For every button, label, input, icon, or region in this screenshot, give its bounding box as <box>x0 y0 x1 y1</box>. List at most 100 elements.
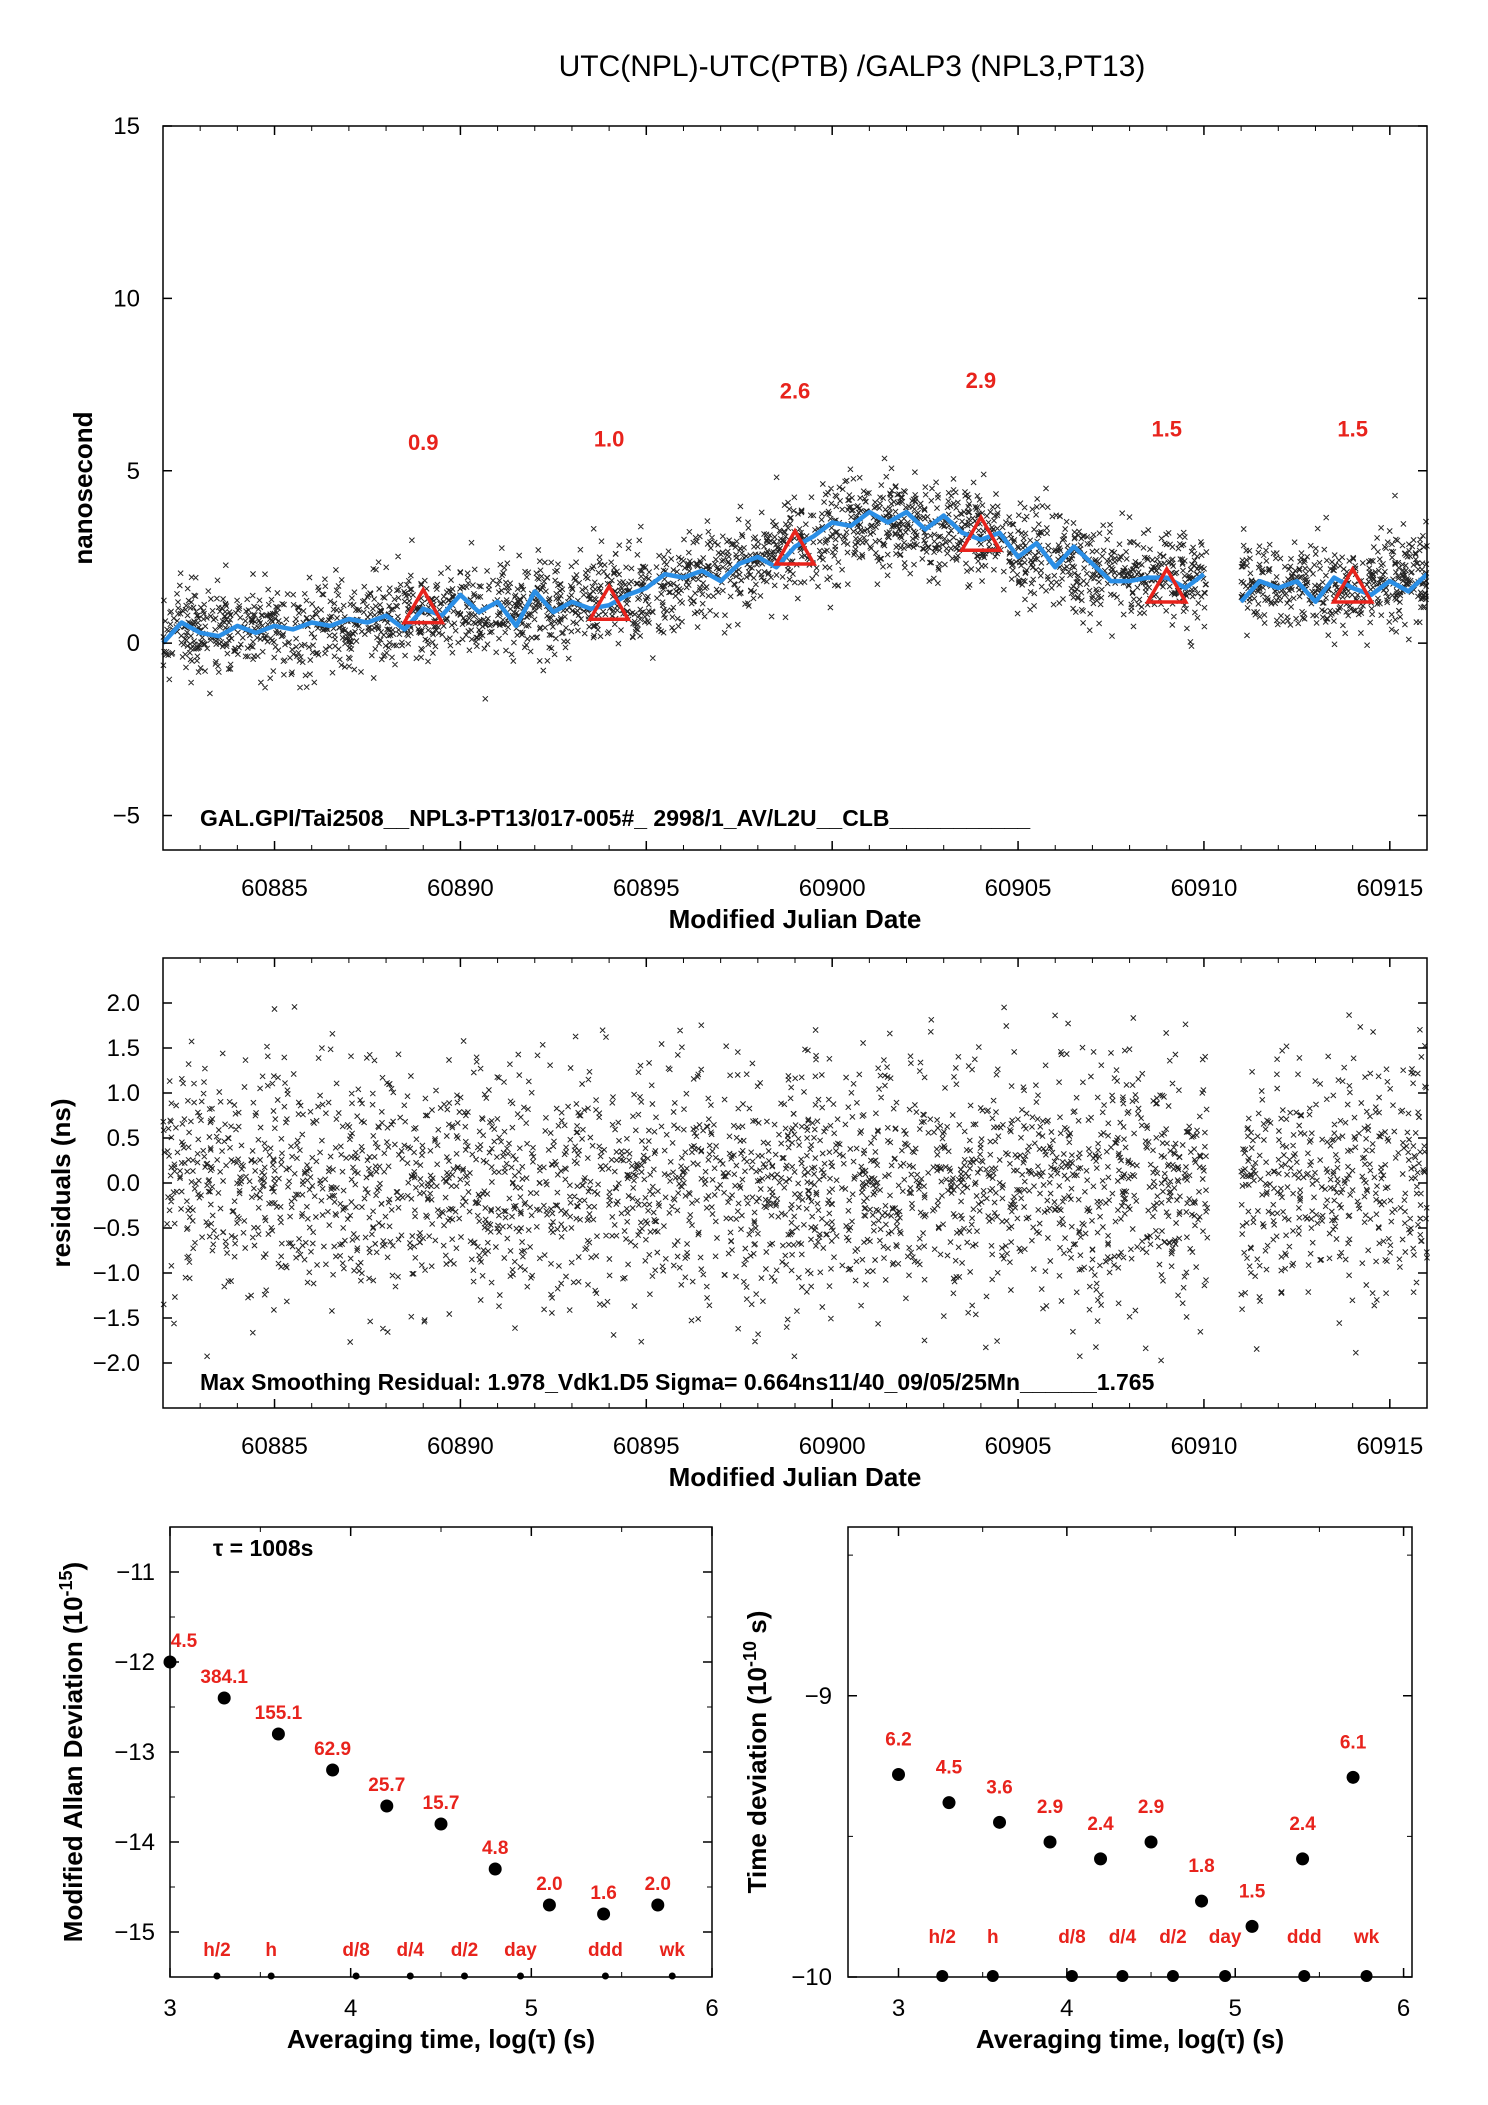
reference-marker <box>213 1972 221 1980</box>
reference-marker <box>516 1972 524 1980</box>
x-tick-label: 60895 <box>613 1433 680 1460</box>
x-tick-label: 5 <box>525 1995 538 2022</box>
residual-annotation: Max Smoothing Residual: 1.978_Vdk1.D5 Si… <box>200 1369 1155 1395</box>
y-tick-label: 0 <box>127 630 140 657</box>
y-tick-label: 1.5 <box>107 1035 140 1062</box>
reference-marker <box>1166 1970 1179 1982</box>
x-tick-label: 4 <box>1060 1995 1073 2022</box>
tdev-value-label: 6.2 <box>885 1730 911 1751</box>
y-tick-label: −14 <box>114 1829 155 1856</box>
y-axis-label: residuals (ns) <box>46 1098 76 1267</box>
reference-tick-label: wk <box>659 1940 686 1961</box>
x-tick-label: 60915 <box>1356 1433 1423 1460</box>
tdev-value-label: 2.4 <box>1087 1814 1114 1835</box>
mdev-value-label: 2.0 <box>536 1874 562 1895</box>
tdev-value-label: 6.1 <box>1340 1732 1367 1753</box>
mdev-value-label: 4.5 <box>171 1631 198 1652</box>
info-annotation: GAL.GPI/Tai2508__NPL3-PT13/017-005#_ 299… <box>200 805 1030 831</box>
data-points <box>160 455 1430 702</box>
x-axis-label: Averaging time, log(τ) (s) <box>976 2024 1284 2054</box>
y-tick-label: −9 <box>805 1683 832 1710</box>
mdev-value-label: 62.9 <box>314 1739 351 1760</box>
x-tick-label: 6 <box>705 1995 718 2022</box>
y-tick-label: −11 <box>116 1559 155 1586</box>
tdev-point <box>1296 1852 1310 1866</box>
tdev-point <box>993 1815 1007 1829</box>
reference-tick-label: d/8 <box>342 1940 369 1961</box>
marker-value-label: 1.0 <box>594 427 625 452</box>
x-tick-label: 3 <box>892 1995 905 2022</box>
triangle-marker <box>1330 565 1375 604</box>
tdev-point <box>892 1768 906 1781</box>
reference-marker <box>936 1970 949 1982</box>
x-tick-label: 60885 <box>241 1433 308 1460</box>
y-tick-label: 0.5 <box>107 1125 140 1152</box>
mdev-point <box>434 1817 448 1831</box>
reference-marker <box>406 1972 414 1980</box>
mdev-point <box>326 1763 340 1777</box>
x-tick-label: 60905 <box>985 875 1052 902</box>
tdev-point <box>1094 1852 1108 1866</box>
time-deviation-panel: 3 4 5 6 −10 −9 6.2 4.5 3.6 2.9 2.4 2.9 1.8 1.5 2.4 6.1 h… <box>740 1526 1413 2054</box>
reference-marker <box>1116 1970 1129 1982</box>
y-tick-label: 0.0 <box>107 1170 140 1197</box>
marker-value-label: 2.6 <box>780 378 811 403</box>
mdev-value-label: 15.7 <box>423 1793 460 1814</box>
x-tick-label: 3 <box>163 1995 176 2022</box>
x-tick-label: 60895 <box>613 875 680 902</box>
reference-tick-label: d/2 <box>1159 1927 1186 1948</box>
reference-tick-label: d/4 <box>397 1940 425 1961</box>
reference-marker <box>1065 1970 1078 1982</box>
y-tick-label: 15 <box>113 113 140 140</box>
marker-value-label: 0.9 <box>408 430 439 455</box>
y-tick-label: 5 <box>127 458 140 485</box>
reference-marker <box>460 1972 468 1980</box>
reference-marker <box>986 1970 999 1982</box>
y-tick-label: 10 <box>113 285 140 312</box>
reference-marker <box>1298 1970 1311 1982</box>
reference-tick-label: h <box>265 1940 277 1961</box>
tdev-value-label: 2.9 <box>1037 1797 1063 1818</box>
tdev-point <box>1245 1919 1259 1933</box>
tdev-point <box>942 1796 956 1810</box>
y-tick-label: −1.5 <box>93 1305 140 1332</box>
x-tick-label: 60890 <box>427 875 494 902</box>
y-tick-label: −10 <box>791 1964 832 1991</box>
reference-tick-label: day <box>504 1940 537 1961</box>
x-tick-label: 60900 <box>799 1433 866 1460</box>
mdev-point <box>488 1862 502 1876</box>
mdev-value-label: 4.8 <box>482 1838 508 1859</box>
mdev-value-label: 2.0 <box>645 1874 671 1895</box>
reference-tick-label: ddd <box>1287 1927 1322 1948</box>
x-tick-label: 60890 <box>427 1433 494 1460</box>
reference-marker <box>668 1972 676 1980</box>
tdev-point <box>1346 1770 1360 1784</box>
tdev-point <box>1144 1835 1158 1849</box>
figure-title: UTC(NPL)-UTC(PTB) /GALP3 (NPL3,PT13) <box>559 50 1146 83</box>
triangle-marker <box>772 527 818 566</box>
mdev-point <box>542 1898 556 1912</box>
x-axis-label: Averaging time, log(τ) (s) <box>287 2024 595 2054</box>
reference-marker <box>267 1972 275 1980</box>
reference-tick-label: day <box>1209 1927 1242 1948</box>
marker-value-label: 1.5 <box>1151 416 1182 441</box>
tdev-value-label: 2.4 <box>1289 1814 1316 1835</box>
plot-frame <box>847 1526 1413 1978</box>
triangle-marker <box>1144 565 1189 604</box>
triangle-marker <box>587 582 632 621</box>
reference-tick-label: wk <box>1353 1927 1380 1948</box>
mdev-value-label: 384.1 <box>200 1667 248 1688</box>
tdev-value-label: 1.8 <box>1188 1856 1214 1877</box>
y-tick-label: −5 <box>113 803 140 830</box>
reference-tick-label: h <box>987 1927 999 1948</box>
y-tick-label: −2.0 <box>93 1350 140 1377</box>
x-tick-label: 4 <box>344 1995 357 2022</box>
time-series-panel: 0.9 1.0 2.6 2.9 1.5 1.5 60885 60890 60895 60900 60… <box>68 113 1430 934</box>
marker-value-label: 2.9 <box>966 368 997 393</box>
mdev-value-label: 25.7 <box>368 1775 405 1796</box>
mdev-point <box>651 1898 665 1912</box>
mdev-point <box>597 1907 611 1921</box>
reference-tick-label: d/4 <box>1109 1927 1137 1948</box>
x-axis-label: Modified Julian Date <box>669 1462 922 1492</box>
